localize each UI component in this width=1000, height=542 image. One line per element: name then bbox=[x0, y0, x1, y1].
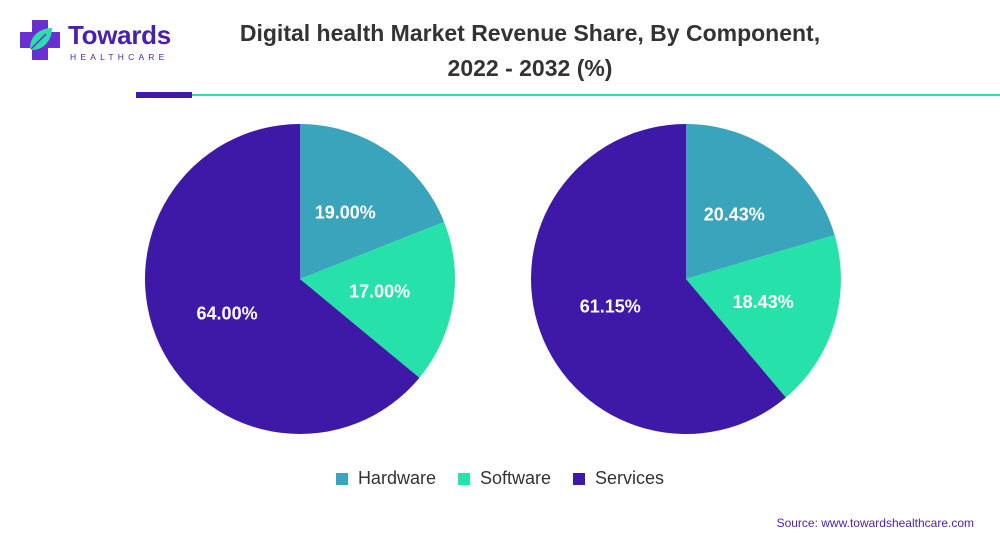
pie-label-2022-hardware: 19.00% bbox=[315, 202, 376, 222]
pie-label-2022-software: 17.00% bbox=[349, 282, 410, 302]
title-accent-bar bbox=[136, 92, 192, 98]
legend-label-hardware: Hardware bbox=[357, 468, 436, 488]
pie-chart-2022: 19.00% 17.00% 64.00% bbox=[144, 124, 455, 434]
pie-slice-2022-hardware bbox=[300, 124, 445, 279]
legend-item-software: Software bbox=[457, 468, 552, 489]
brand-name: Towards bbox=[68, 20, 171, 50]
pie-slice-2032-services bbox=[531, 124, 786, 434]
pie-slice-2022-software bbox=[300, 221, 455, 378]
brand-logo: Towards HEALTHCARE bbox=[18, 14, 178, 64]
pie-slice-2032-hardware bbox=[686, 124, 835, 279]
pie-label-2032-services: 61.15% bbox=[580, 297, 641, 317]
legend-swatch-software bbox=[457, 472, 470, 485]
pie-slice-2032-software bbox=[686, 235, 841, 398]
legend-swatch-services bbox=[573, 472, 586, 485]
chart-legend: Hardware Software Services bbox=[0, 468, 1000, 489]
pie-label-2022-services: 64.00% bbox=[197, 303, 258, 323]
pie-label-2032-software: 18.43% bbox=[733, 292, 794, 312]
source-note: Source: www.towardshealthcare.com bbox=[776, 516, 974, 530]
pie-chart-2032: 20.43% 18.43% 61.15% bbox=[531, 124, 841, 434]
legend-label-services: Services bbox=[595, 468, 665, 488]
chart-title-line-2: 2022 - 2032 (%) bbox=[447, 55, 613, 81]
legend-item-services: Services bbox=[573, 468, 664, 489]
legend-item-hardware: Hardware bbox=[335, 468, 436, 489]
chart-title-line-1: Digital health Market Revenue Share, By … bbox=[239, 20, 821, 46]
legend-swatch-hardware bbox=[335, 472, 348, 485]
pie-slice-2022-services bbox=[144, 124, 420, 434]
legend-label-software: Software bbox=[479, 468, 552, 488]
title-divider-line bbox=[192, 94, 1000, 96]
pie-label-2032-hardware: 20.43% bbox=[704, 204, 765, 224]
medical-cross-icon bbox=[20, 20, 60, 60]
brand-subtitle: HEALTHCARE bbox=[70, 52, 169, 62]
